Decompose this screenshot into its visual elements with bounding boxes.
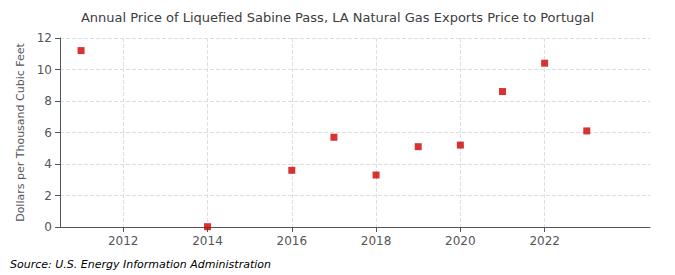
- svg-text:10: 10: [37, 63, 52, 77]
- svg-text:6: 6: [44, 126, 52, 140]
- svg-text:12: 12: [37, 31, 52, 45]
- svg-text:Annual Price of Liquefied Sabi: Annual Price of Liquefied Sabine Pass, L…: [81, 10, 594, 25]
- svg-text:4: 4: [44, 157, 52, 171]
- svg-text:2012: 2012: [108, 234, 139, 248]
- svg-text:2018: 2018: [361, 234, 392, 248]
- svg-text:2022: 2022: [529, 234, 560, 248]
- svg-text:0: 0: [44, 220, 52, 234]
- svg-text:2020: 2020: [445, 234, 476, 248]
- svg-text:2014: 2014: [192, 234, 223, 248]
- svg-text:8: 8: [44, 94, 52, 108]
- svg-text:Dollars per Thousand Cubic Fee: Dollars per Thousand Cubic Feet: [14, 42, 27, 221]
- svg-text:2: 2: [44, 189, 52, 203]
- svg-text:2016: 2016: [277, 234, 308, 248]
- svg-text:Source: U.S. Energy Informatio: Source: U.S. Energy Information Administ…: [10, 258, 271, 271]
